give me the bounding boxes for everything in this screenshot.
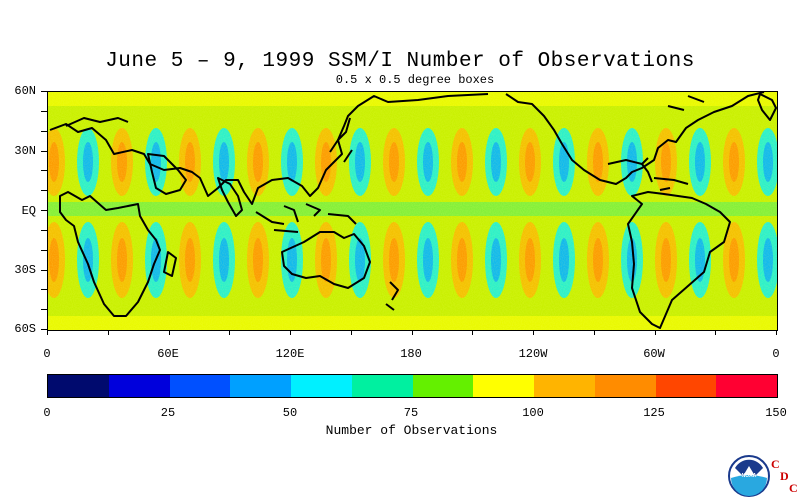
axis-tick xyxy=(715,330,716,335)
europe-asia-coast xyxy=(49,93,489,205)
lon-label-60w: 60W xyxy=(643,347,665,361)
colorbar-label-75: 75 xyxy=(403,406,419,420)
colorbar-title: Number of Observations xyxy=(325,423,498,438)
axis-tick xyxy=(351,330,352,335)
lat-label-30s: 30S xyxy=(14,263,36,277)
japan-coast xyxy=(329,117,353,163)
gulf-of-mexico-coast xyxy=(607,157,649,165)
axis-tick xyxy=(412,330,413,335)
logo-letter-d: D xyxy=(780,469,789,483)
axis-tick xyxy=(41,309,47,310)
logo-letter-c2: C xyxy=(789,481,798,495)
florida-coast xyxy=(641,163,653,183)
noaa-cdc-logo: NOAA C D C xyxy=(728,455,798,497)
lon-label-0-east: 0 xyxy=(772,347,780,361)
axis-tick xyxy=(41,230,47,231)
axis-tick xyxy=(290,330,291,335)
lat-label-eq: EQ xyxy=(21,204,36,218)
axis-tick xyxy=(41,131,47,132)
arctic-islands xyxy=(667,95,705,111)
axis-tick xyxy=(41,329,47,330)
arabia-coast xyxy=(147,153,187,195)
mediterranean-coast xyxy=(65,117,129,127)
colorbar-segment xyxy=(716,375,777,397)
africa-coast xyxy=(59,191,161,317)
colorbar-segment xyxy=(655,375,717,397)
noaa-emblem-bird xyxy=(735,459,763,476)
lat-label-60s: 60S xyxy=(14,322,36,336)
coastlines xyxy=(49,92,777,329)
colorbar-segment xyxy=(473,375,534,397)
lat-label-30n: 30N xyxy=(14,144,36,158)
colorbar-segment xyxy=(169,375,231,397)
axis-tick xyxy=(655,330,656,335)
axis-tick xyxy=(41,91,47,92)
axis-tick xyxy=(41,190,47,191)
greenland-coast xyxy=(757,93,777,121)
map-subtitle: 0.5 x 0.5 degree boxes xyxy=(335,73,495,87)
observation-map-svg xyxy=(48,92,777,330)
lon-label-180: 180 xyxy=(400,347,422,361)
lon-label-60e: 60E xyxy=(157,347,179,361)
colorbar-label-150: 150 xyxy=(765,406,787,420)
axis-tick xyxy=(229,330,230,335)
axis-tick xyxy=(472,330,473,335)
colorbar-segment xyxy=(351,375,413,397)
axis-tick xyxy=(41,289,47,290)
axis-tick xyxy=(47,330,48,335)
colorbar-label-125: 125 xyxy=(643,406,665,420)
noaa-emblem-wave xyxy=(731,475,767,496)
colorbar-segment xyxy=(594,375,656,397)
axis-tick xyxy=(108,330,109,335)
logo-letter-c1: C xyxy=(771,457,780,471)
colorbar xyxy=(47,374,778,398)
colorbar-segment xyxy=(108,375,170,397)
colorbar-segment xyxy=(534,375,595,397)
axis-tick xyxy=(169,330,170,335)
caribbean-islands xyxy=(653,177,689,191)
south-america-coast xyxy=(627,191,731,329)
axis-tick xyxy=(41,111,47,112)
madagascar-coast xyxy=(163,251,177,277)
axis-tick xyxy=(41,170,47,171)
axis-tick xyxy=(533,330,534,335)
axis-tick xyxy=(41,250,47,251)
map-title: June 5 – 9, 1999 SSM/I Number of Observa… xyxy=(105,50,695,73)
australia-coast xyxy=(281,231,371,289)
axis-tick xyxy=(41,151,47,152)
colorbar-label-25: 25 xyxy=(160,406,176,420)
noaa-emblem-text: NOAA xyxy=(742,473,757,479)
india-coast xyxy=(217,177,243,217)
axis-tick xyxy=(41,270,47,271)
colorbar-label-100: 100 xyxy=(522,406,544,420)
colorbar-segment xyxy=(412,375,474,397)
axis-tick xyxy=(594,330,595,335)
colorbar-label-0: 0 xyxy=(43,406,51,420)
noise-texture xyxy=(48,92,777,330)
colorbar-segment xyxy=(230,375,291,397)
lon-label-0-west: 0 xyxy=(43,347,51,361)
lon-label-120e: 120E xyxy=(275,347,305,361)
new-zealand-coast xyxy=(385,281,399,311)
colorbar-segment xyxy=(291,375,352,397)
north-america-coast xyxy=(505,92,765,185)
axis-tick xyxy=(41,210,47,211)
observation-map xyxy=(47,91,778,331)
lat-label-60n: 60N xyxy=(14,84,36,98)
indonesia-coast xyxy=(255,203,357,233)
lon-label-120w: 120W xyxy=(518,347,548,361)
colorbar-label-50: 50 xyxy=(282,406,298,420)
colorbar-segment xyxy=(48,375,109,397)
axis-tick xyxy=(776,330,777,335)
